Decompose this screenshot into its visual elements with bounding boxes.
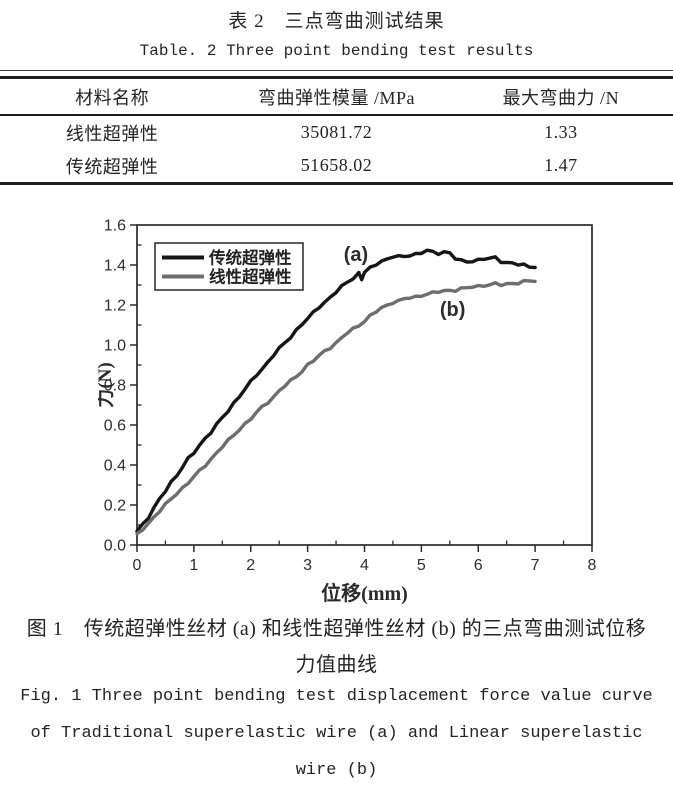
x-tick-label: 5 [417, 557, 426, 574]
curve-annotation-1: (b) [440, 299, 466, 321]
figure-caption-zh-line2: 力值曲线 [295, 654, 378, 676]
cell-material: 线性超弹性 [65, 123, 159, 144]
bending-chart: 0 1 2 3 4 5 6 7 8 0.0 0.2 0.4 0.6 0.8 1.0 1.2 1.4 1.6 位移(m… [98, 218, 597, 606]
table-row: 线性超弹性 35081.72 1.33 [0, 116, 673, 149]
x-tick-label: 6 [474, 557, 483, 574]
x-tick-label: 7 [531, 557, 540, 574]
column-header-modulus: 弯曲弹性模量 /MPa [257, 87, 415, 108]
legend-label-0: 传统超弹性 [208, 248, 292, 268]
y-axis: 0.0 0.2 0.4 0.6 0.8 1.0 1.2 1.4 1.6 [104, 218, 142, 555]
y-tick-label: 1.6 [104, 218, 126, 235]
series-curve-1 [135, 278, 537, 536]
table-title-en: Table. 2 Three point bending test result… [139, 42, 534, 60]
curve-annotation-0: (a) [344, 244, 368, 266]
x-tick-label: 1 [189, 557, 198, 574]
table-title-zh: 表 2 三点弯曲测试结果 [228, 11, 445, 32]
table-bottom-rule [0, 182, 673, 185]
table-top-rule [0, 70, 673, 79]
x-axis: 0 1 2 3 4 5 6 7 8 [133, 540, 597, 574]
results-table: 材料名称 弯曲弹性模量 /MPa 最大弯曲力 /N 线性超弹性 35081.72… [0, 70, 673, 185]
y-tick-label: 1.0 [104, 338, 126, 355]
y-tick-label: 0.8 [104, 378, 126, 395]
series-curve-0 [135, 248, 537, 533]
figure-caption-en-line3: wire (b) [295, 761, 378, 780]
y-axis-label: 力(N) [98, 362, 116, 407]
cell-material: 传统超弹性 [65, 156, 159, 177]
figure-caption-en-line2: of Traditional superelastic wire (a) and… [30, 724, 643, 743]
x-tick-label: 0 [133, 557, 142, 574]
x-tick-label: 3 [303, 557, 312, 574]
cell-maxforce: 1.33 [544, 122, 578, 142]
cell-modulus: 51658.02 [300, 155, 373, 175]
column-header-material: 材料名称 [75, 87, 150, 108]
figure-caption-en-line1: Fig. 1 Three point bending test displace… [20, 687, 653, 706]
y-tick-label: 1.4 [104, 258, 126, 275]
cell-maxforce: 1.47 [544, 155, 578, 175]
x-tick-label: 2 [246, 557, 255, 574]
y-tick-label: 0.4 [104, 458, 126, 475]
y-tick-label: 0.0 [104, 538, 126, 555]
table-header-row: 材料名称 弯曲弹性模量 /MPa 最大弯曲力 /N [0, 79, 673, 114]
figure-caption-zh-line1: 图 1 传统超弹性丝材 (a) 和线性超弹性丝材 (b) 的三点弯曲测试位移 [26, 618, 647, 640]
y-tick-label: 1.2 [104, 298, 126, 315]
y-tick-label: 0.6 [104, 418, 126, 435]
x-tick-label: 4 [360, 557, 369, 574]
legend-label-1: 线性超弹性 [209, 267, 292, 287]
table-header-rule [0, 114, 673, 116]
column-header-maxforce: 最大弯曲力 /N [502, 87, 620, 108]
cell-modulus: 35081.72 [300, 122, 373, 142]
table-row: 传统超弹性 51658.02 1.47 [0, 149, 673, 182]
x-tick-label: 8 [588, 557, 597, 574]
y-tick-label: 0.2 [104, 498, 126, 515]
x-axis-label: 位移(mm) [321, 581, 408, 605]
legend-box [154, 242, 304, 291]
